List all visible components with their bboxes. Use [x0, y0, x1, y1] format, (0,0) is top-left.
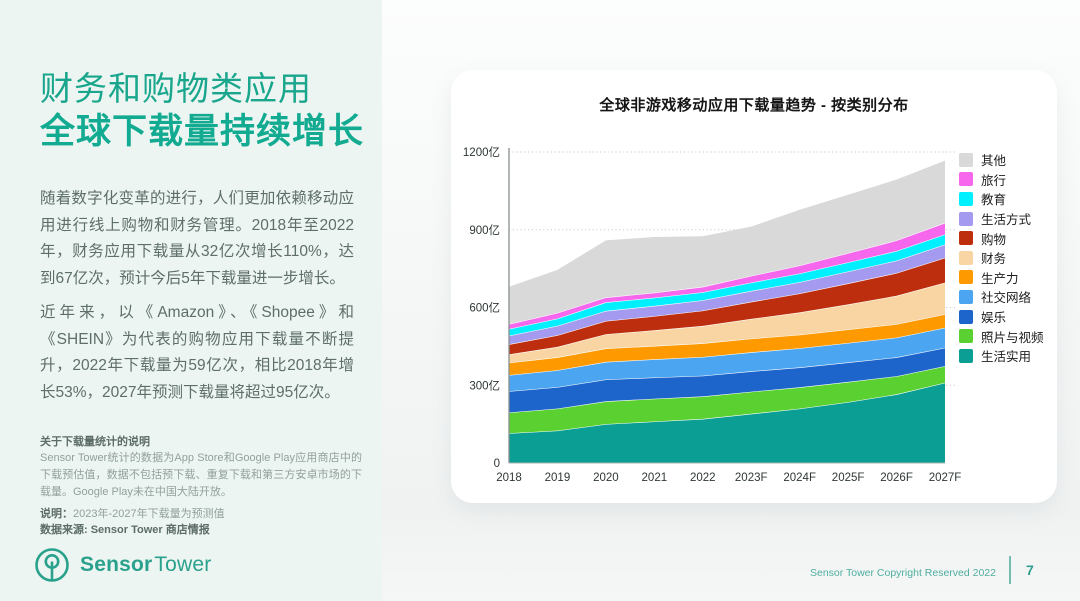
legend-swatch-6 [959, 270, 973, 285]
legend-item-2: 教育 [959, 189, 1044, 209]
legend-label-2: 教育 [981, 193, 1007, 208]
legend-swatch-4 [959, 231, 973, 246]
y-tick-label-900: 900亿 [469, 224, 500, 237]
legend-item-6: 生产力 [959, 268, 1044, 288]
legend-label-10: 生活实用 [981, 350, 1032, 365]
legend-swatch-9 [959, 329, 973, 344]
x-tick-label-2023F: 2023F [735, 472, 768, 484]
legend-label-9: 照片与视频 [981, 330, 1044, 345]
legend-swatch-3 [959, 211, 973, 226]
legend-swatch-2 [959, 191, 973, 206]
legend-label-1: 旅行 [981, 173, 1007, 188]
layer-edge-6 [508, 257, 946, 345]
legend-swatch-7 [959, 289, 973, 304]
legend-swatch-1 [959, 172, 973, 187]
forecast-note: 说明：2023年-2027年下载量为预测值 [40, 505, 225, 521]
chart-legend: 其他旅行教育生活方式购物财务生产力社交网络娱乐照片与视频生活实用 [959, 150, 1044, 366]
sensor-tower-logo-icon [33, 546, 71, 584]
body-paragraph-finance: 随着数字化变革的进行，人们更加依赖移动应用进行线上购物和财务管理。2018年至2… [40, 190, 354, 287]
legend-label-8: 娱乐 [981, 311, 1007, 326]
forecast-note-text: 2023年-2027年下载量为预测值 [73, 508, 225, 520]
x-tick-label-2019: 2019 [545, 472, 571, 484]
legend-item-7: 社交网络 [959, 287, 1044, 307]
y-tick-label-300: 300亿 [469, 379, 500, 392]
legend-item-1: 旅行 [959, 170, 1044, 190]
legend-item-8: 娱乐 [959, 307, 1044, 327]
legend-item-3: 生活方式 [959, 209, 1044, 229]
body-paragraph-shopping: 近年来，以《Amazon》、《Shopee》和《SHEIN》为代表的购物应用下载… [40, 304, 354, 401]
x-tick-label-2025F: 2025F [832, 472, 865, 484]
x-tick-label-2018: 2018 [496, 472, 522, 484]
stacked-area-chart: 0 300亿 600亿 900亿 1200亿 2018 2019 2020 2021 2022 20… [463, 146, 962, 484]
area-layer-0 [509, 382, 945, 463]
methodology-note-heading: 关于下载量统计的说明 [40, 436, 150, 448]
legend-swatch-5 [959, 250, 973, 265]
sensor-tower-logo-text: SensorTower [80, 553, 212, 576]
x-tick-label-2021: 2021 [642, 472, 668, 484]
left-text-panel: 财务和购物类应用 全球下载量持续增长 随着数字化变革的进行，人们更加依赖移动应用… [0, 0, 382, 601]
area-layer-9 [509, 222, 945, 329]
legend-item-5: 财务 [959, 248, 1044, 268]
x-tick-label-2027F: 2027F [929, 472, 962, 484]
legend-label-7: 社交网络 [981, 291, 1032, 306]
area-layer-1 [509, 366, 945, 434]
area-layer-10 [509, 160, 945, 325]
legend-label-5: 财务 [981, 252, 1007, 267]
sensor-tower-logo: SensorTower [33, 546, 211, 584]
legend-item-0: 其他 [959, 150, 1044, 170]
legend-item-4: 购物 [959, 228, 1044, 248]
forecast-note-label: 说明： [40, 508, 73, 520]
footer-copyright: Sensor Tower Copyright Reserved 2022 [810, 567, 996, 579]
footer-divider [1009, 556, 1011, 584]
chart-card: 全球非游戏移动应用下载量趋势 - 按类别分布 0 300亿 600亿 900亿 1200… [451, 70, 1057, 503]
legend-item-9: 照片与视频 [959, 326, 1044, 346]
area-layer-6 [509, 257, 945, 355]
legend-label-4: 购物 [981, 232, 1007, 247]
area-layer-8 [509, 234, 945, 336]
legend-item-10: 生活实用 [959, 346, 1044, 366]
area-layer-7 [509, 244, 945, 345]
legend-swatch-8 [959, 309, 973, 324]
legend-label-3: 生活方式 [981, 213, 1032, 228]
area-layer-3 [509, 327, 945, 392]
area-layer-4 [509, 314, 945, 376]
y-tick-label-1200: 1200亿 [463, 146, 500, 159]
x-tick-label-2020: 2020 [593, 472, 619, 484]
slide-title-line2: 全球下载量持续增长 [40, 112, 365, 151]
page-number: 7 [1026, 562, 1034, 578]
y-tick-label-0: 0 [494, 458, 500, 470]
methodology-note-body: Sensor Tower统计的数据为App Store和Google Play应… [40, 452, 362, 499]
legend-swatch-10 [959, 348, 973, 363]
legend-label-0: 其他 [981, 154, 1007, 169]
y-tick-label-600: 600亿 [469, 302, 500, 315]
slide-title-line1: 财务和购物类应用 [40, 70, 312, 107]
x-tick-label-2022: 2022 [690, 472, 716, 484]
legend-swatch-0 [959, 152, 973, 167]
legend-label-6: 生产力 [981, 271, 1019, 286]
x-tick-label-2026F: 2026F [880, 472, 913, 484]
data-source-line: 数据来源: Sensor Tower 商店情报 [40, 524, 210, 536]
chart-title: 全球非游戏移动应用下载量趋势 - 按类别分布 [599, 97, 909, 114]
x-tick-label-2024F: 2024F [783, 472, 816, 484]
